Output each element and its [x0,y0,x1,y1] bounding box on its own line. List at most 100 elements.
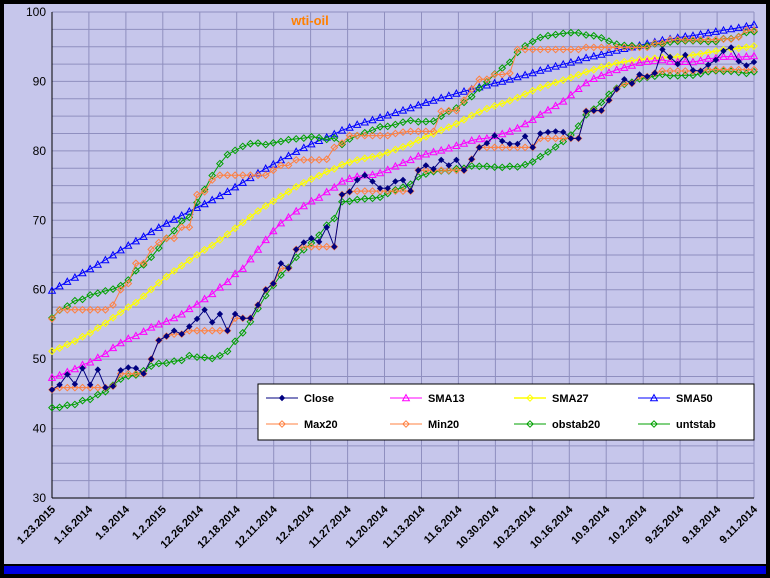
data-point-marker [574,84,583,92]
legend-item-sma27: SMA27 [514,393,589,405]
data-point-marker [70,272,80,281]
data-point-marker [452,141,461,149]
data-point-marker [254,207,262,215]
data-point-marker [230,182,240,191]
data-point-marker [331,243,338,250]
data-point-marker [155,337,162,344]
data-point-marker [688,57,698,66]
data-point-marker [521,90,530,99]
data-point-marker [726,24,736,33]
data-point-marker [636,71,643,78]
data-point-marker [604,68,614,76]
data-point-marker [597,63,606,72]
data-point-marker [513,45,522,54]
data-point-marker [170,327,178,334]
data-point-marker [391,187,400,196]
data-point-marker [368,170,377,178]
data-point-marker [276,264,285,273]
data-point-marker [467,85,476,94]
data-point-marker [86,383,95,392]
data-point-marker [299,245,308,254]
data-point-marker [536,33,545,42]
data-point-marker [238,328,247,337]
legend-box [257,383,755,441]
y-axis-tick-label: 60 [33,283,47,297]
data-point-marker [360,187,369,196]
data-point-marker [566,73,575,82]
data-point-marker [79,365,86,372]
x-axis-label: 10.2.2014 [606,503,650,547]
data-point-marker [681,71,690,80]
data-point-marker [375,113,385,121]
data-point-marker [544,31,552,40]
data-point-marker [177,223,186,232]
data-point-marker [238,178,248,186]
data-point-marker [399,187,407,196]
data-point-marker [101,319,110,328]
data-point-marker [208,326,217,335]
data-point-marker [322,187,331,196]
data-point-marker [322,132,331,141]
data-point-marker [506,140,513,148]
data-point-marker [605,97,613,104]
data-point-marker [116,369,125,378]
data-point-marker [445,162,452,169]
data-point-marker [384,185,391,192]
series-max20 [48,26,758,323]
data-point-marker [70,383,79,392]
data-point-marker [345,123,354,131]
data-point-marker [64,371,71,378]
data-point-marker [727,44,735,51]
data-point-marker [314,136,324,144]
data-point-marker [430,165,437,173]
data-point-marker [505,143,514,152]
data-point-marker [521,133,529,140]
data-point-marker [750,42,758,50]
data-point-marker [299,201,309,210]
data-point-marker [460,167,468,174]
data-point-marker [696,56,705,64]
data-point-marker [597,49,606,58]
data-point-marker [262,286,269,293]
data-point-marker [345,131,354,140]
data-point-marker [734,33,743,41]
data-point-marker [230,269,240,278]
data-point-marker [55,370,64,379]
data-point-marker [193,198,201,207]
data-point-marker [497,76,507,85]
data-point-marker [444,123,453,132]
data-point-marker [307,175,316,184]
data-point-marker [574,45,583,54]
data-point-marker [399,183,407,192]
data-point-marker [308,235,315,242]
data-point-marker [338,139,346,148]
data-point-marker [284,187,293,196]
data-point-marker [93,383,102,392]
data-point-marker [353,187,362,196]
y-axis-tick-label: 100 [26,5,46,19]
data-point-marker [559,137,568,146]
data-point-marker [526,394,534,402]
data-point-marker [278,420,286,428]
data-point-marker [627,60,637,69]
data-point-marker [536,110,545,118]
data-point-marker [559,45,568,54]
data-point-marker [528,68,537,77]
data-point-marker [673,71,682,80]
data-point-marker [231,171,240,180]
data-point-marker [421,166,430,175]
data-point-marker [391,120,400,129]
data-point-marker [498,70,507,79]
data-point-marker [293,246,300,253]
data-point-marker [491,132,498,139]
legend-label: Min20 [428,419,459,431]
data-point-marker [47,373,57,381]
data-point-marker [86,305,95,314]
data-point-marker [651,69,658,77]
data-point-marker [658,55,667,64]
data-point-marker [635,43,644,52]
data-point-marker [681,67,690,75]
data-point-marker [353,195,362,204]
data-point-marker [292,134,301,143]
data-point-marker [520,119,530,128]
